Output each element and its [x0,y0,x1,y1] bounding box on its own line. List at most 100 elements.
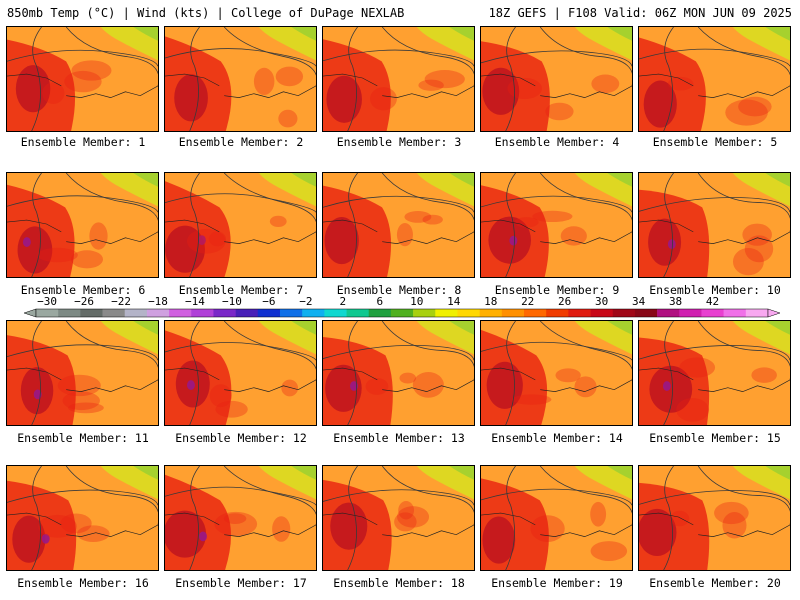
colorbar-swatch [102,309,126,317]
colorbar-swatch [413,309,436,317]
colorbar-tick-label: −14 [185,295,205,308]
colorbar-tick-label: 30 [595,295,608,308]
colorbar-tick-label: 14 [447,295,461,308]
ensemble-map-panel [322,320,475,426]
ensemble-member-label: Ensemble Member: 12 [175,431,307,445]
colorbar-tick-label: −26 [74,295,94,308]
colorbar-tick-label: −30 [37,295,57,308]
colorbar-swatch [723,309,747,317]
temperature-field [639,173,790,277]
temperature-field [323,27,474,131]
ensemble-member-label: Ensemble Member: 10 [649,283,781,297]
map-title: 850mb Temp (°C) | Wind (kts) | College o… [7,6,405,20]
ensemble-member-label: Ensemble Member: 18 [333,576,465,590]
colorbar-tick-label: 2 [340,295,347,308]
colorbar-tick-label: −2 [299,295,312,308]
colorbar-swatch [634,309,658,317]
temperature-field [481,27,632,131]
temperature-field [7,321,158,425]
ensemble-member-label: Ensemble Member: 1 [20,135,146,149]
colorbar-tick-label: 10 [410,295,423,308]
ensemble-member-label: Ensemble Member: 6 [20,283,146,297]
temperature-field [481,321,632,425]
colorbar-swatch [457,309,480,317]
colorbar-swatch [191,309,214,317]
colorbar-swatch [701,309,724,317]
ensemble-member-label: Ensemble Member: 9 [494,283,620,297]
ensemble-member-label: Ensemble Member: 19 [491,576,623,590]
colorbar-swatch [745,309,769,317]
colorbar-swatch [213,309,236,317]
colorbar-tick-label: 18 [484,295,497,308]
temperature-field [165,466,316,570]
colorbar-left-arrow [23,308,37,318]
colorbar-tick-label: −10 [222,295,242,308]
temperature-field [7,173,158,277]
ensemble-map-panel [322,172,475,278]
ensemble-member-label: Ensemble Member: 8 [336,283,462,297]
ensemble-map-panel [638,465,791,571]
ensemble-map-panel [164,26,317,132]
colorbar-swatch [657,309,680,317]
ensemble-member-label: Ensemble Member: 13 [333,431,465,445]
temperature-field [323,466,474,570]
ensemble-map-panel [164,172,317,278]
colorbar-swatch [501,309,525,317]
colorbar-swatch [546,309,569,317]
colorbar-tick-label: 42 [706,295,719,308]
temperature-field [323,173,474,277]
temperature-field [165,27,316,131]
colorbar-tick-label: 22 [521,295,534,308]
ensemble-member-label: Ensemble Member: 16 [17,576,149,590]
colorbar-tick-label: 34 [632,295,646,308]
ensemble-map-panel [480,465,633,571]
colorbar-tick-label: 38 [669,295,682,308]
temperature-field [323,321,474,425]
temperature-field [165,321,316,425]
colorbar-swatch [479,309,503,317]
ensemble-member-label: Ensemble Member: 7 [178,283,304,297]
colorbar-tick-label: −18 [148,295,168,308]
ensemble-map-panel [164,465,317,571]
colorbar-swatch [257,309,281,317]
colorbar-swatch [80,309,103,317]
colorbar-swatch [235,309,259,317]
temperature-field [165,173,316,277]
colorbar-swatch [524,309,547,317]
colorbar-tick-label: −6 [262,295,275,308]
ensemble-member-label: Ensemble Member: 11 [17,431,149,445]
colorbar-tick-label: −22 [111,295,131,308]
colorbar-swatch [368,309,392,317]
temperature-field [481,466,632,570]
ensemble-map-panel [480,320,633,426]
colorbar-swatch [324,309,347,317]
ensemble-member-label: Ensemble Member: 15 [649,431,781,445]
colorbar-tick-label: 6 [377,295,384,308]
ensemble-map-panel [6,26,159,132]
ensemble-map-panel [638,320,791,426]
ensemble-map-panel [480,172,633,278]
ensemble-map-panel [6,465,159,571]
run-info: 18Z GEFS | F108 Valid: 06Z MON JUN 09 20… [488,6,792,20]
temperature-field [639,27,790,131]
colorbar-swatch [36,309,59,317]
ensemble-member-label: Ensemble Member: 5 [652,135,778,149]
temperature-field [481,173,632,277]
colorbar-swatch [435,309,458,317]
temperature-field [7,27,158,131]
temperature-colorbar: −30 −26 −22 −18 −14 −10 −6 −2 2 6 10 14 18 22 26 30 34 38… [23,295,781,318]
ensemble-member-label: Ensemble Member: 4 [494,135,620,149]
ensemble-map-panel [6,320,159,426]
colorbar-tick-label: 26 [558,295,571,308]
ensemble-member-label: Ensemble Member: 2 [178,135,304,149]
colorbar-swatch [590,309,614,317]
ensemble-map-panel [322,26,475,132]
colorbar-right-arrow [767,308,781,318]
colorbar-swatch [302,309,325,317]
temperature-field [639,321,790,425]
colorbar-swatch [169,309,192,317]
colorbar-swatch [346,309,370,317]
ensemble-member-label: Ensemble Member: 17 [175,576,307,590]
ensemble-map-panel [480,26,633,132]
ensemble-map-panel [6,172,159,278]
